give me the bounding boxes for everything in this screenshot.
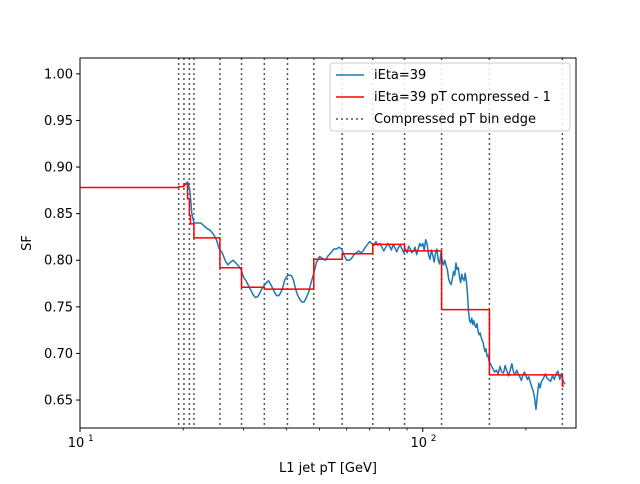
y-tick-label: 0.80: [44, 254, 73, 269]
series-line-compressed: [80, 183, 564, 387]
x-axis-ticks: 10 1 10 2: [68, 428, 527, 451]
x-tick-label-exponent: 1: [88, 434, 94, 444]
y-axis-label: SF: [20, 235, 35, 251]
legend-label: iEta=39 pT compressed - 1: [374, 90, 551, 105]
x-tick-label: 10: [68, 436, 85, 451]
x-tick-label: 10: [410, 436, 427, 451]
y-tick-label: 0.90: [44, 161, 73, 176]
legend-box: [329, 62, 571, 132]
y-tick-label: 0.70: [44, 347, 73, 362]
y-tick-label: 1.00: [44, 67, 73, 82]
y-tick-label: 0.75: [44, 300, 73, 315]
series-line-ieta39: [182, 181, 566, 411]
x-tick-label-exponent: 2: [431, 434, 437, 444]
y-axis-ticks: 0.65 0.70 0.75 0.80 0.85 0.90 0.95 1.00: [44, 67, 80, 409]
y-tick-label: 0.95: [44, 114, 73, 129]
y-tick-label: 0.85: [44, 207, 73, 222]
x-axis-label: L1 jet pT [GeV]: [279, 461, 377, 476]
plot-frame: [79, 57, 577, 429]
legend: iEta=39 iEta=39 pT compressed - 1 Compre…: [329, 62, 571, 132]
legend-label: iEta=39: [374, 68, 426, 83]
legend-label: Compressed pT bin edge: [374, 112, 536, 127]
y-tick-label: 0.65: [44, 394, 73, 409]
series-layer: [80, 181, 566, 411]
